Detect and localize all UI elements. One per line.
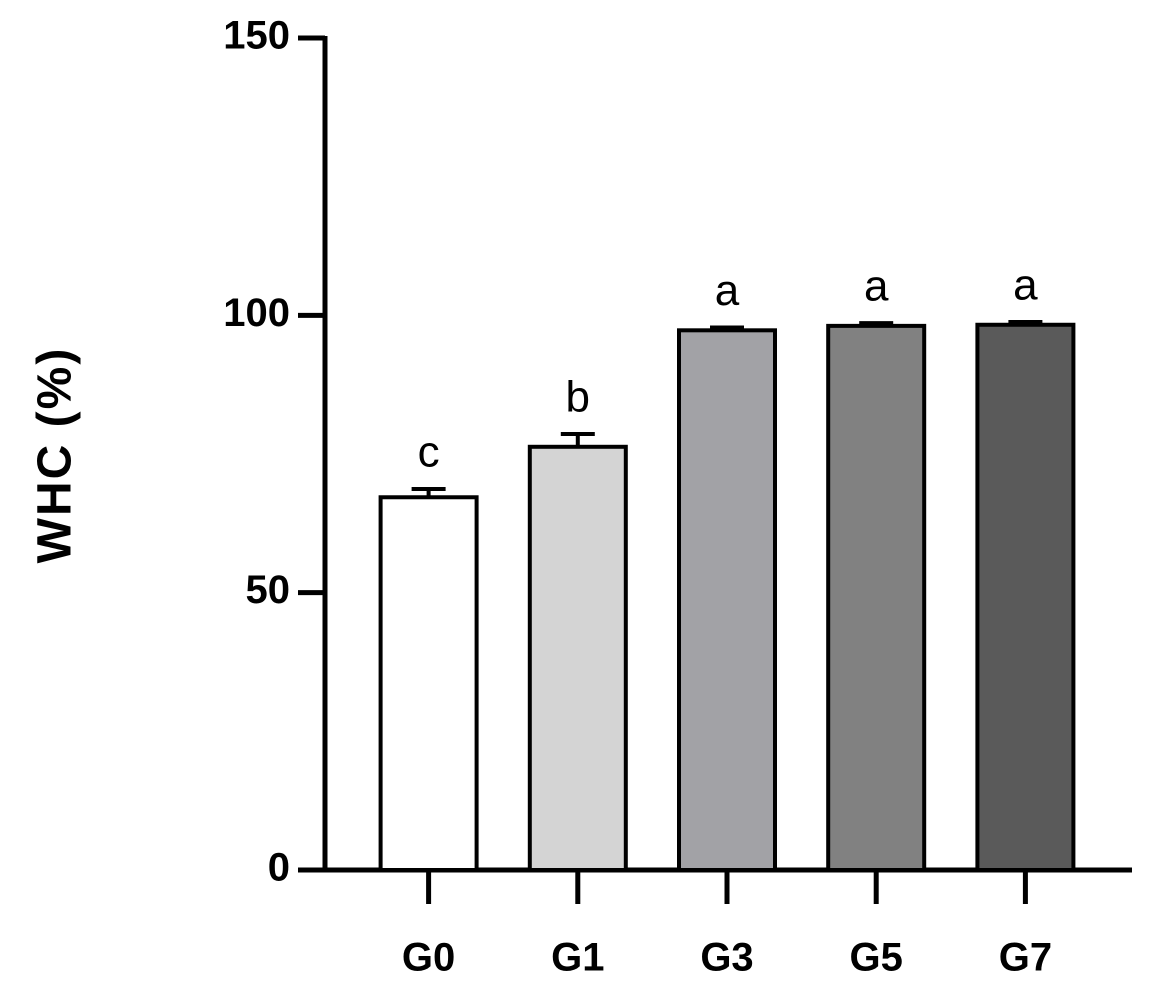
significance-letter: a xyxy=(715,266,740,315)
x-tick-label: G5 xyxy=(850,936,903,980)
x-tick-label: G3 xyxy=(700,936,753,980)
x-tick-label: G1 xyxy=(551,936,604,980)
bar xyxy=(378,495,479,872)
y-tick-label: 50 xyxy=(246,568,291,612)
significance-letter: c xyxy=(418,428,440,477)
bar xyxy=(527,444,628,872)
significance-letter: b xyxy=(566,373,590,422)
significance-letter: a xyxy=(1013,261,1038,310)
bar xyxy=(677,328,777,872)
bar xyxy=(975,322,1076,872)
significance-letter: a xyxy=(864,262,889,311)
bar xyxy=(826,323,927,872)
x-tick-label: G0 xyxy=(402,936,455,980)
y-axis-label: WHC (%) xyxy=(29,347,82,564)
y-tick-label: 100 xyxy=(223,291,290,335)
y-tick-label: 150 xyxy=(223,14,290,58)
y-tick-label: 0 xyxy=(268,846,290,890)
x-tick-label: G7 xyxy=(999,936,1052,980)
